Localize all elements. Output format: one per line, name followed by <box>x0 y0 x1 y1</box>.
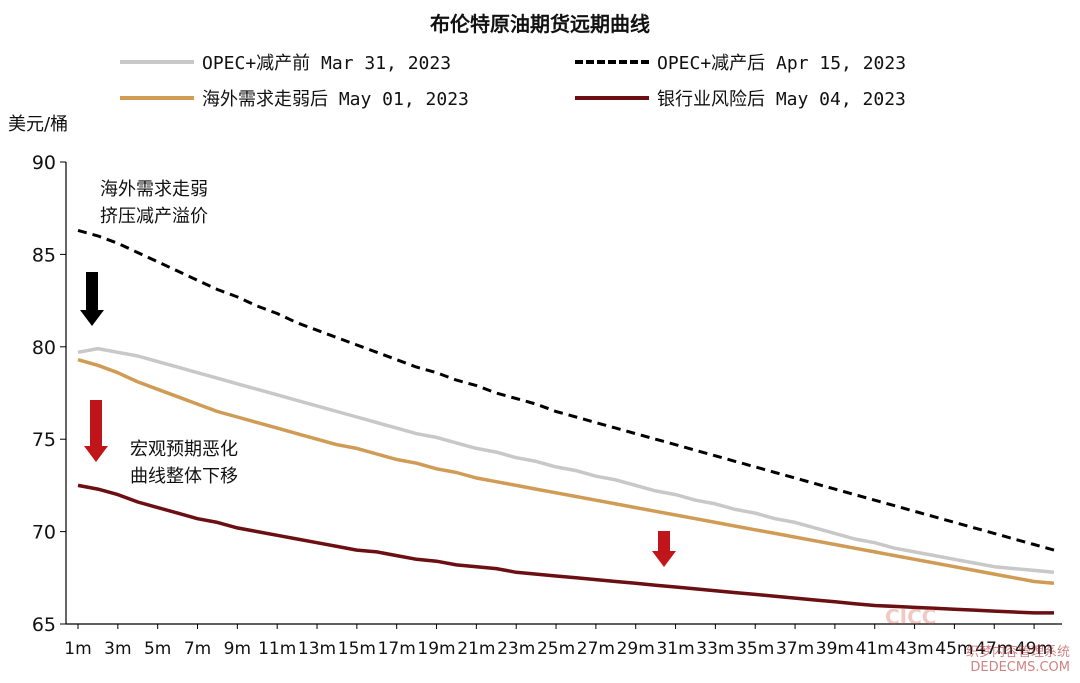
chart-arrows <box>80 272 676 567</box>
legend-label: OPEC+减产前 Mar 31, 2023 <box>202 53 452 74</box>
series-line-2 <box>77 358 1055 586</box>
x-tick-label: 43m <box>895 639 933 659</box>
legend-item-post-cut: OPEC+减产后 Apr 15, 2023 <box>575 48 906 76</box>
legend-item-bank-risk: 银行业风险后 May 04, 2023 <box>575 84 906 112</box>
legend-label: 海外需求走弱后 May 01, 2023 <box>202 89 469 110</box>
x-tick-label: 15m <box>338 639 376 659</box>
y-axis-label: 美元/桶 <box>8 114 69 135</box>
legend-swatch <box>120 60 194 64</box>
x-tick-label: 25m <box>537 639 575 659</box>
x-tick-label: 29m <box>617 639 655 659</box>
x-tick-label: 3m <box>104 639 131 659</box>
annotation-line: 挤压减产溢价 <box>100 206 208 227</box>
legend-label: OPEC+减产后 Apr 15, 2023 <box>657 53 907 74</box>
y-tick-label: 65 <box>32 614 56 636</box>
series-line-0 <box>77 346 1055 575</box>
x-tick-label: 11m <box>258 639 296 659</box>
x-tick-label: 35m <box>736 639 774 659</box>
x-tick-label: 41m <box>856 639 894 659</box>
chart-axes: 65 70 75 80 85 90 1m 3m 5m 7m 9m 11m 13m 15m 17m 19m 21m… <box>32 152 1062 659</box>
annotation-macro: 宏观预期恶化 曲线整体下移 <box>130 436 238 490</box>
chart-title: 布伦特原油期货远期曲线 <box>430 12 650 36</box>
legend-swatch <box>120 96 194 100</box>
legend-label: 银行业风险后 May 04, 2023 <box>657 89 906 110</box>
down-arrow-icon <box>80 272 104 326</box>
x-tick-label: 17m <box>378 639 416 659</box>
x-tick-label: 45m <box>935 639 973 659</box>
annotation-weak-demand: 海外需求走弱 挤压减产溢价 <box>100 176 208 230</box>
down-arrow-icon <box>652 531 676 567</box>
series-line-3 <box>77 483 1054 615</box>
x-tick-label: 39m <box>816 639 854 659</box>
watermark-site: 织梦内容管理系统 <box>965 645 1070 660</box>
annotation-line: 海外需求走弱 <box>100 179 208 200</box>
x-tick-label: 37m <box>776 639 814 659</box>
watermark-logo: CICC <box>885 605 937 629</box>
x-tick-label: 49m <box>1015 639 1053 659</box>
x-tick-label: 47m <box>975 639 1013 659</box>
chart-legend: OPEC+减产前 Mar 31, 2023 OPEC+减产后 Apr 15, 2… <box>0 48 1080 128</box>
x-tick-label: 27m <box>577 639 615 659</box>
x-tick-label: 33m <box>696 639 734 659</box>
x-tick-label: 31m <box>656 639 694 659</box>
legend-item-weak-demand: 海外需求走弱后 May 01, 2023 <box>120 84 469 112</box>
x-tick-label: 7m <box>184 639 211 659</box>
x-tick-label: 19m <box>417 639 455 659</box>
x-tick-label: 21m <box>457 639 495 659</box>
x-tick-label: 1m <box>64 639 91 659</box>
series-line-1 <box>77 228 1055 552</box>
down-arrow-icon <box>84 400 108 462</box>
watermark-domain: DEDECMS.COM <box>970 660 1070 675</box>
x-tick-label: 9m <box>224 639 251 659</box>
legend-item-pre-cut: OPEC+减产前 Mar 31, 2023 <box>120 48 451 76</box>
y-tick-label: 70 <box>32 522 56 544</box>
y-tick-label: 90 <box>32 152 56 174</box>
chart-series <box>77 228 1055 615</box>
y-tick-label: 75 <box>32 429 56 451</box>
x-tick-label: 5m <box>144 639 171 659</box>
annotation-line: 曲线整体下移 <box>130 466 238 487</box>
watermark: 织梦内容管理系统 DEDECMS.COM <box>966 641 1070 675</box>
y-tick-label: 80 <box>32 337 56 359</box>
x-tick-label: 23m <box>497 639 535 659</box>
y-tick-label: 85 <box>32 244 56 266</box>
x-tick-label: 13m <box>298 639 336 659</box>
annotation-line: 宏观预期恶化 <box>130 439 238 460</box>
legend-swatch <box>575 96 649 100</box>
legend-swatch <box>575 60 649 64</box>
